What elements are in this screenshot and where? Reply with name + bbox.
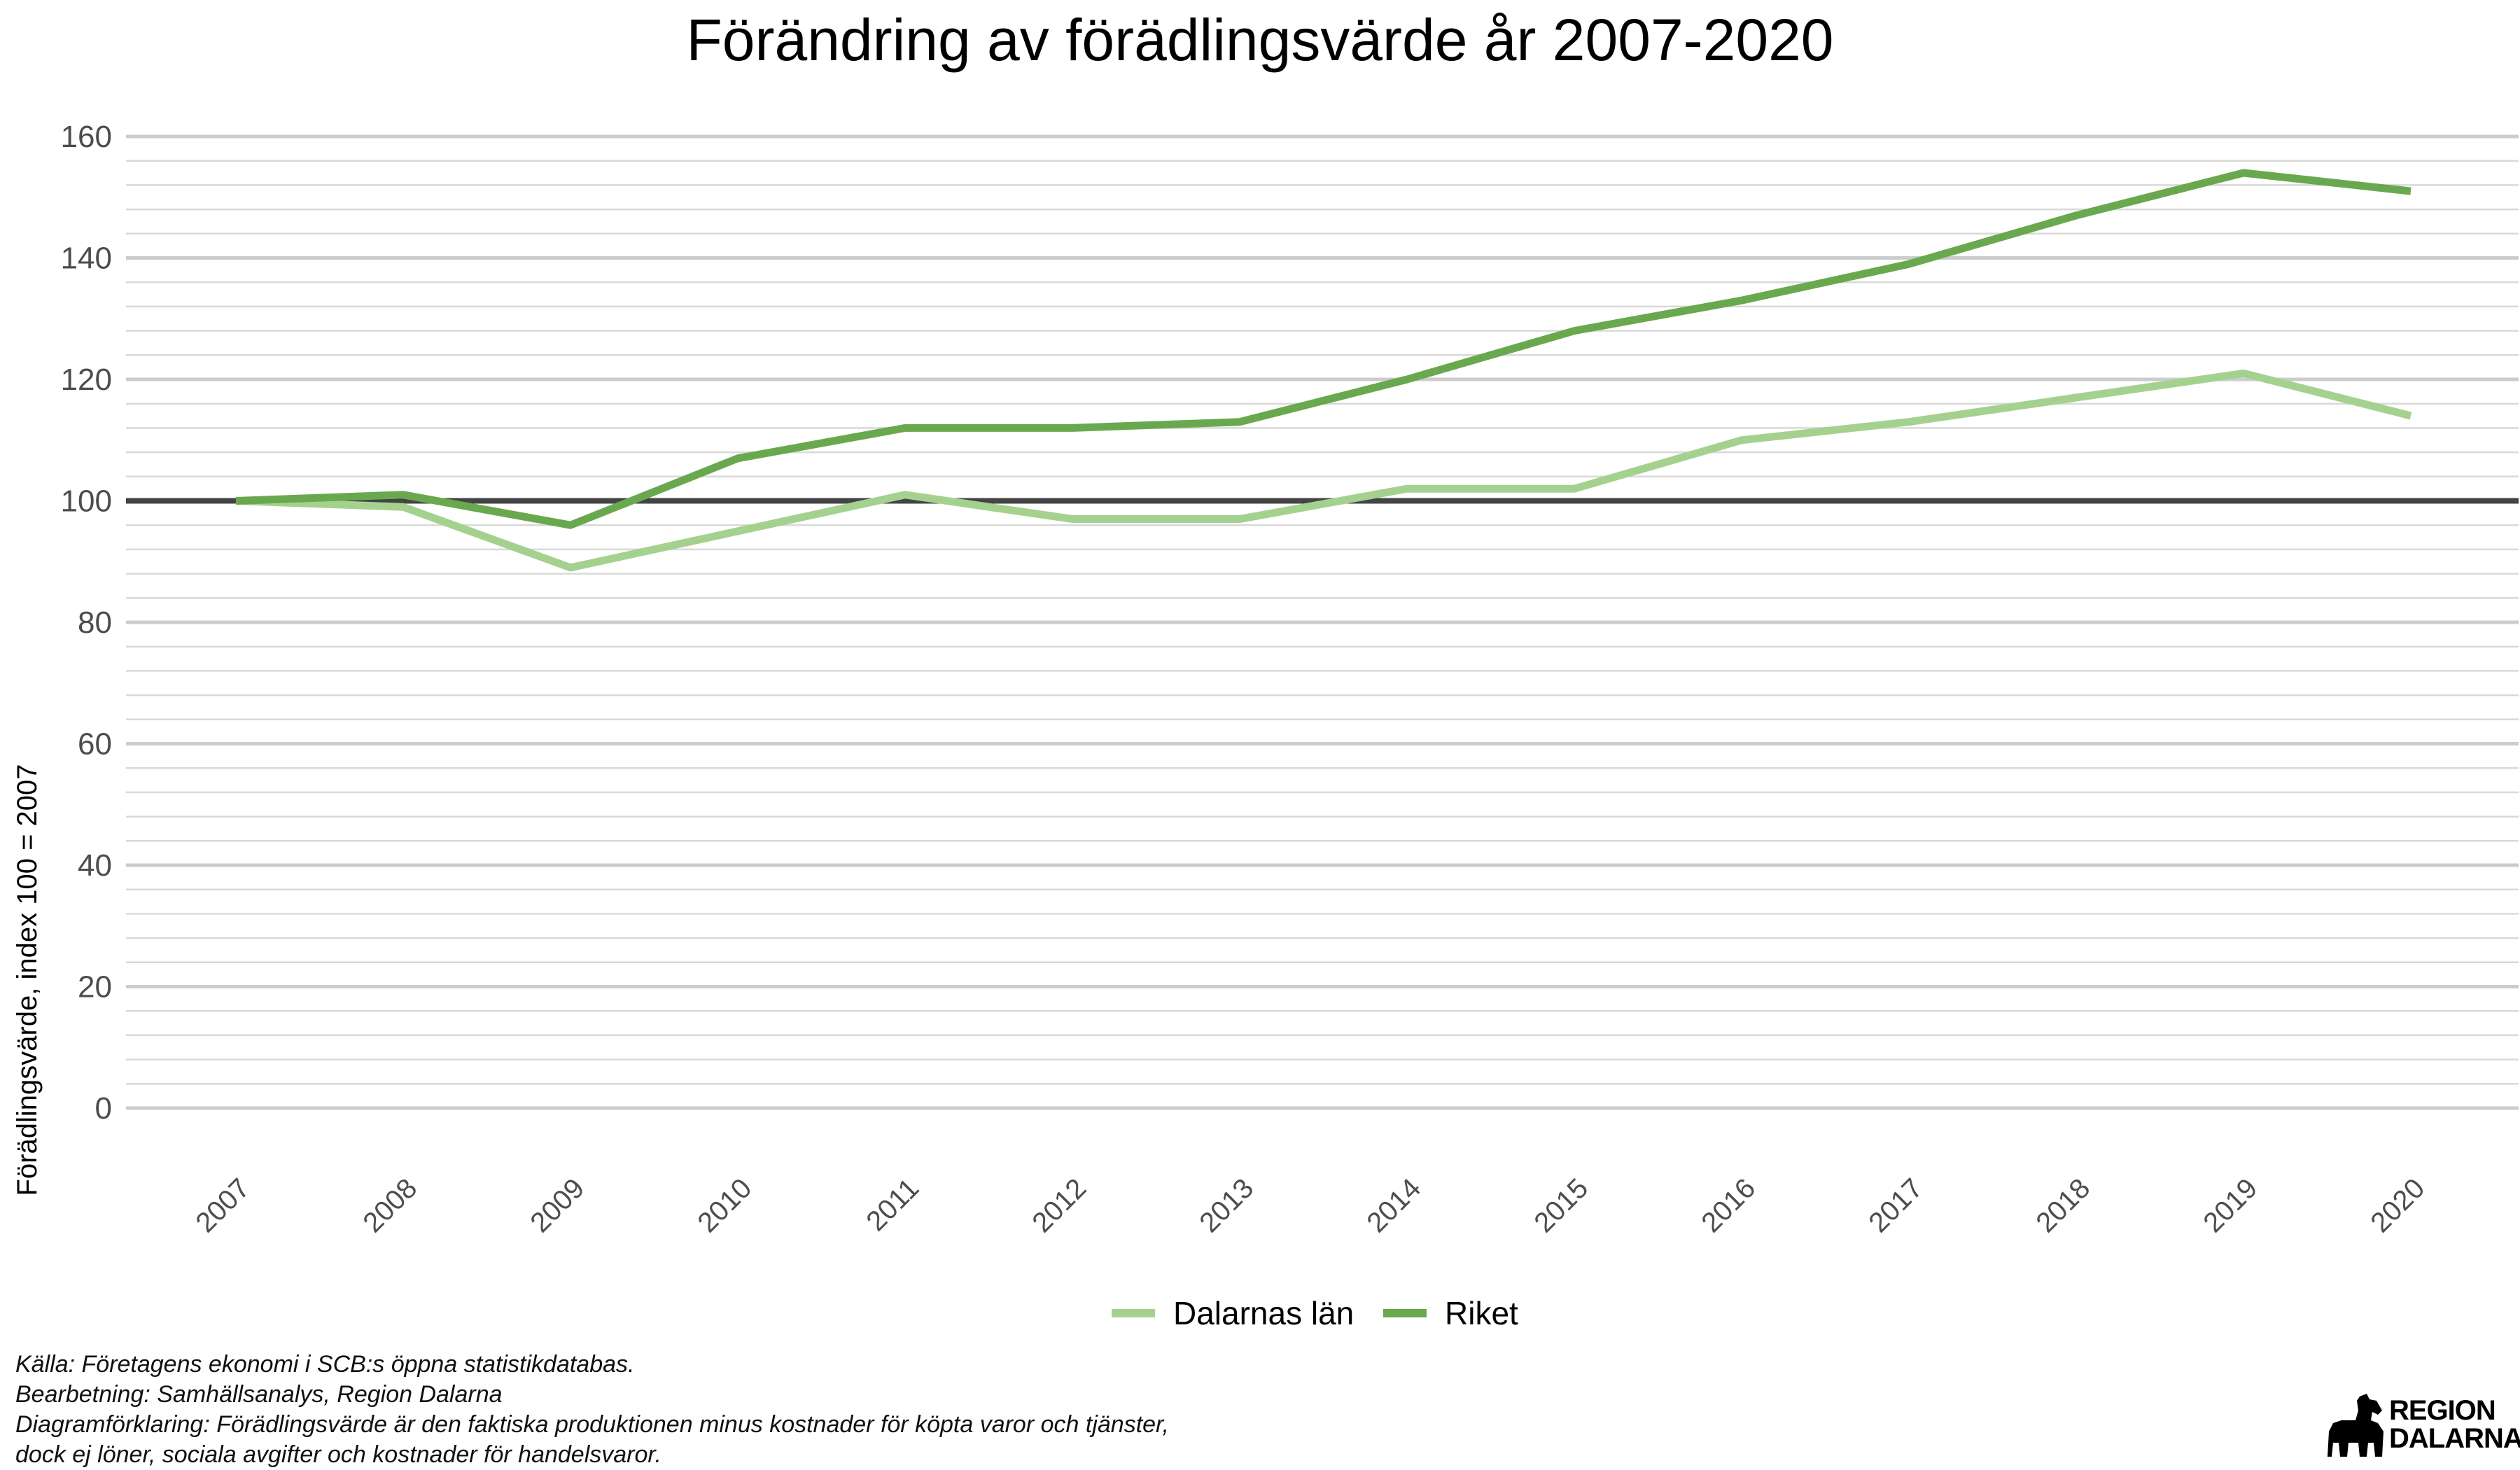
series-lines bbox=[235, 169, 2412, 572]
y-tick-label: 20 bbox=[78, 970, 112, 1004]
y-tick-label: 40 bbox=[78, 848, 112, 883]
dala-horse-icon bbox=[2328, 1394, 2384, 1457]
legend: Dalarnas län Riket bbox=[1112, 1295, 1518, 1331]
logo-line-2: DALARNA bbox=[2389, 1423, 2520, 1454]
region-dalarna-logo: REGION DALARNA bbox=[2328, 1390, 2520, 1460]
caption: Källa: Företagens ekonomi i SCB:s öppna … bbox=[15, 1350, 1169, 1470]
y-tick-label: 140 bbox=[61, 241, 112, 276]
y-tick-label: 100 bbox=[61, 484, 112, 519]
x-tick-label: 2018 bbox=[2030, 1172, 2096, 1238]
x-tick-label: 2008 bbox=[357, 1172, 423, 1238]
x-tick-label: 2016 bbox=[1695, 1172, 1761, 1238]
y-axis-label: Förädlingsvärde, index 100 = 2007 bbox=[12, 764, 43, 1196]
grid-lines bbox=[126, 134, 2519, 1110]
y-tick-label: 80 bbox=[78, 606, 112, 640]
x-axis-ticks: 2007 2008 2009 2010 2011 2012 2013 2014 2015 2016… bbox=[190, 1172, 2430, 1238]
caption-source: Källa: Företagens ekonomi i SCB:s öppna … bbox=[15, 1351, 635, 1378]
x-tick-label: 2013 bbox=[1194, 1172, 1259, 1238]
caption-explanation-cont: dock ej löner, sociala avgifter och kost… bbox=[15, 1441, 662, 1468]
x-tick-label: 2014 bbox=[1361, 1172, 1427, 1238]
legend-label-riket: Riket bbox=[1445, 1295, 1518, 1331]
caption-processing: Bearbetning: Samhällsanalys, Region Dala… bbox=[15, 1381, 503, 1408]
x-tick-label: 2017 bbox=[1863, 1172, 1928, 1238]
legend-label-dalarnas-lan: Dalarnas län bbox=[1173, 1295, 1354, 1331]
x-tick-label: 2015 bbox=[1528, 1172, 1594, 1238]
series-line-dalarnas-lan bbox=[235, 369, 2412, 572]
x-tick-label: 2011 bbox=[860, 1172, 925, 1237]
x-tick-label: 2020 bbox=[2365, 1172, 2430, 1238]
y-tick-label: 0 bbox=[95, 1091, 112, 1126]
y-tick-label: 160 bbox=[61, 120, 112, 154]
chart-title: Förändring av förädlingsvärde år 2007-20… bbox=[686, 7, 1834, 73]
logo-text: REGION DALARNA bbox=[2389, 1396, 2520, 1452]
y-tick-label: 120 bbox=[61, 363, 112, 397]
x-tick-label: 2009 bbox=[524, 1172, 590, 1238]
y-axis-ticks: 0 20 40 60 80 100 120 140 160 bbox=[61, 120, 112, 1126]
x-tick-label: 2019 bbox=[2197, 1172, 2263, 1238]
x-tick-label: 2012 bbox=[1026, 1172, 1092, 1238]
y-tick-label: 60 bbox=[78, 727, 112, 762]
logo-line-1: REGION bbox=[2389, 1395, 2496, 1426]
x-tick-label: 2010 bbox=[692, 1172, 757, 1238]
x-tick-label: 2007 bbox=[190, 1172, 255, 1238]
series-line-riket bbox=[235, 169, 2412, 529]
caption-explanation: Diagramförklaring: Förädlingsvärde är de… bbox=[15, 1411, 1169, 1438]
